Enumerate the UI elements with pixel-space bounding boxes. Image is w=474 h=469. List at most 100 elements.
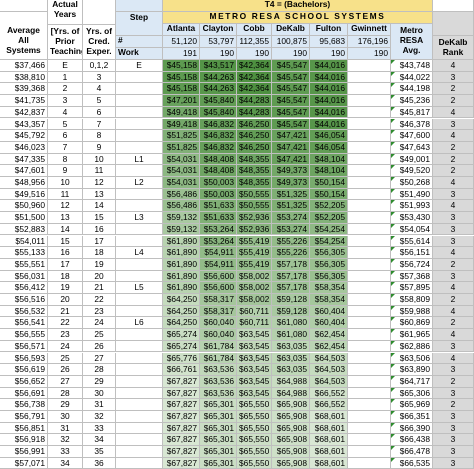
cell-actual-years[interactable]: 26 (48, 364, 83, 376)
cell-fulton[interactable]: $54,254 (310, 223, 348, 236)
cell-step[interactable] (116, 352, 163, 365)
cell-actual-years[interactable]: 9 (48, 165, 83, 177)
cell-clayton[interactable]: $61,784 (200, 340, 237, 353)
cell-dekalb-rank[interactable]: 4 (433, 130, 474, 142)
cell-atlanta[interactable]: $67,827 (163, 375, 200, 388)
cell-actual-years[interactable]: 33 (48, 446, 83, 458)
cell-dekalb-rank[interactable]: 2 (433, 317, 474, 330)
cell-gwinnett[interactable] (348, 411, 391, 423)
cell-atlanta[interactable]: $56,486 (163, 188, 200, 201)
cell-fulton[interactable]: $66,552 (310, 387, 348, 400)
cell-actual-years[interactable]: 21 (48, 305, 83, 318)
cell-atlanta[interactable]: $45,158 (163, 83, 200, 96)
cell-clayton[interactable]: $53,264 (200, 235, 237, 248)
cell-fulton[interactable]: $52,205 (310, 200, 348, 213)
cell-metro-avg[interactable]: $51,993 (391, 200, 433, 213)
cell-atlanta[interactable]: $67,827 (163, 446, 200, 458)
cell-dekalb-rank[interactable]: 3 (433, 434, 474, 447)
cell-cobb[interactable]: $50,555 (237, 188, 272, 201)
cell-dekalb-rank[interactable]: 2 (433, 95, 474, 107)
cell-gwinnett[interactable] (348, 317, 391, 330)
cell-avg-all-systems[interactable]: $56,691 (0, 387, 48, 400)
workdays-clayton[interactable]: 190 (200, 48, 237, 60)
students-fulton[interactable]: 95,683 (310, 36, 348, 48)
cell-avg-all-systems[interactable]: $56,541 (0, 317, 48, 330)
cell-dekalb[interactable]: $65,908 (272, 399, 310, 411)
cell-step[interactable] (116, 457, 163, 469)
cell-cobb[interactable]: $55,419 (237, 258, 272, 271)
cell-step[interactable] (116, 258, 163, 271)
cell-dekalb-rank[interactable]: 4 (433, 282, 474, 294)
cell-gwinnett[interactable] (348, 223, 391, 236)
cell-step[interactable]: L5 (116, 282, 163, 294)
cell-dekalb-rank[interactable]: 2 (433, 399, 474, 411)
cell-clayton[interactable]: $60,040 (200, 317, 237, 330)
cell-clayton[interactable]: $51,633 (200, 200, 237, 213)
cell-dekalb-rank[interactable]: 3 (433, 118, 474, 131)
cell-fulton[interactable]: $58,354 (310, 294, 348, 306)
header-average-all-systems[interactable]: Average All Systems (0, 12, 48, 60)
cell-atlanta[interactable]: $49,418 (163, 106, 200, 119)
cell-cobb[interactable]: $65,550 (237, 434, 272, 447)
cell-cred-exper[interactable]: 5 (83, 95, 116, 107)
cell-fulton[interactable]: $56,305 (310, 258, 348, 271)
cell-cobb[interactable]: $60,711 (237, 305, 272, 318)
header-district-atlanta[interactable]: Atlanta (163, 24, 200, 36)
cell-gwinnett[interactable] (348, 329, 391, 341)
cell-avg-all-systems[interactable]: $47,335 (0, 153, 48, 166)
cell-avg-all-systems[interactable]: $46,023 (0, 141, 48, 154)
cell-gwinnett[interactable] (348, 282, 391, 294)
cell-clayton[interactable]: $46,832 (200, 141, 237, 154)
cell-fulton[interactable]: $68,601 (310, 457, 348, 469)
cell-dekalb[interactable]: $45,547 (272, 60, 310, 72)
cell-avg-all-systems[interactable]: $56,652 (0, 375, 48, 388)
cell-cred-exper[interactable]: 23 (83, 305, 116, 318)
cell-clayton[interactable]: $65,301 (200, 434, 237, 447)
cell-dekalb[interactable]: $49,373 (272, 165, 310, 177)
cell-dekalb[interactable]: $45,547 (272, 83, 310, 96)
cell-dekalb[interactable]: $65,908 (272, 434, 310, 447)
cell-clayton[interactable]: $50,003 (200, 177, 237, 189)
cell-metro-avg[interactable]: $58,809 (391, 294, 433, 306)
cell-cobb[interactable]: $42,364 (237, 71, 272, 84)
cell-cred-exper[interactable]: 11 (83, 165, 116, 177)
cell-avg-all-systems[interactable]: $55,133 (0, 247, 48, 259)
cell-actual-years[interactable]: 11 (48, 188, 83, 201)
header-metro-resa-avg[interactable]: Metro RESA Avg. (391, 24, 433, 60)
cell-cobb[interactable]: $55,419 (237, 235, 272, 248)
cell-avg-all-systems[interactable]: $47,601 (0, 165, 48, 177)
cell-metro-avg[interactable]: $65,969 (391, 399, 433, 411)
cell-dekalb[interactable]: $61,080 (272, 329, 310, 341)
cell-fulton[interactable]: $58,354 (310, 282, 348, 294)
cell-cred-exper[interactable]: 19 (83, 258, 116, 271)
cell-fulton[interactable]: $56,305 (310, 270, 348, 283)
cell-gwinnett[interactable] (348, 153, 391, 166)
cell-dekalb[interactable]: $57,178 (272, 270, 310, 283)
cell-fulton[interactable]: $62,454 (310, 329, 348, 341)
cell-step[interactable] (116, 411, 163, 423)
cell-step[interactable] (116, 71, 163, 84)
cell-metro-avg[interactable]: $56,151 (391, 247, 433, 259)
cell-dekalb-rank[interactable]: 3 (433, 457, 474, 469)
cell-actual-years[interactable]: 28 (48, 387, 83, 400)
cell-avg-all-systems[interactable]: $56,738 (0, 399, 48, 411)
cell-gwinnett[interactable] (348, 352, 391, 365)
cell-atlanta[interactable]: $67,827 (163, 399, 200, 411)
cell-atlanta[interactable]: $66,761 (163, 364, 200, 376)
cell-clayton[interactable]: $46,832 (200, 118, 237, 131)
cell-gwinnett[interactable] (348, 83, 391, 96)
cell-fulton[interactable]: $64,503 (310, 375, 348, 388)
cell-dekalb-rank[interactable]: 2 (433, 153, 474, 166)
cell-cobb[interactable]: $44,283 (237, 106, 272, 119)
cell-cred-exper[interactable]: 27 (83, 352, 116, 365)
cell-cred-exper[interactable]: 7 (83, 118, 116, 131)
header-district-gwinnett[interactable]: Gwinnett (348, 24, 391, 36)
cell-cred-exper[interactable]: 26 (83, 340, 116, 353)
cell-fulton[interactable]: $50,154 (310, 177, 348, 189)
students-dekalb[interactable]: 100,875 (272, 36, 310, 48)
cell-metro-avg[interactable]: $65,306 (391, 387, 433, 400)
cell-actual-years[interactable]: 4 (48, 106, 83, 119)
cell-metro-avg[interactable]: $49,520 (391, 165, 433, 177)
cell-cred-exper[interactable]: 16 (83, 223, 116, 236)
cell-dekalb-rank[interactable]: 3 (433, 188, 474, 201)
